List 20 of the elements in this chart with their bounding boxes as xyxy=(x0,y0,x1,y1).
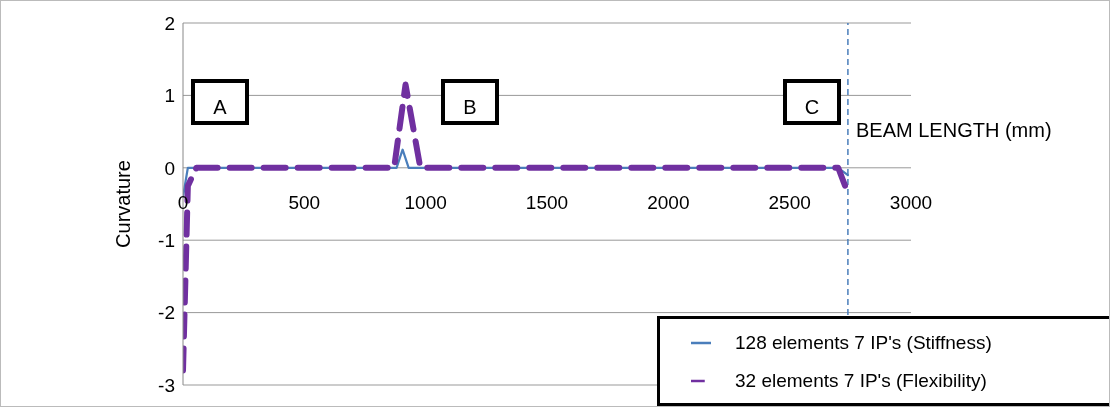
y-tick-label: -1 xyxy=(158,229,175,251)
y-axis-title: Curvature xyxy=(112,160,135,248)
x-tick-label: 500 xyxy=(288,192,321,213)
y-tick-label: -2 xyxy=(158,302,175,324)
y-tick-label: 1 xyxy=(164,85,175,107)
y-tick-label: -3 xyxy=(158,374,175,396)
annotation: A xyxy=(213,96,227,119)
annotation: B xyxy=(463,96,477,119)
x-tick-label: 1500 xyxy=(525,192,569,213)
x-tick-label: 2500 xyxy=(768,192,811,213)
x-tick-label: 1000 xyxy=(404,192,447,213)
x-tick-label: 0 xyxy=(177,192,189,213)
x-axis-title: BEAM LENGTH (mm) xyxy=(856,119,1052,141)
annotation: C xyxy=(804,96,820,119)
x-tick-label: 3000 xyxy=(889,192,933,213)
y-tick-label: 2 xyxy=(164,12,175,34)
legend-label: 32 elements 7 IP's (Flexibility) xyxy=(735,370,987,391)
legend-label: 128 elements 7 IP's (Stiffness) xyxy=(735,332,992,353)
x-tick-label: 2000 xyxy=(647,192,690,213)
y-tick-label: 0 xyxy=(164,157,175,179)
